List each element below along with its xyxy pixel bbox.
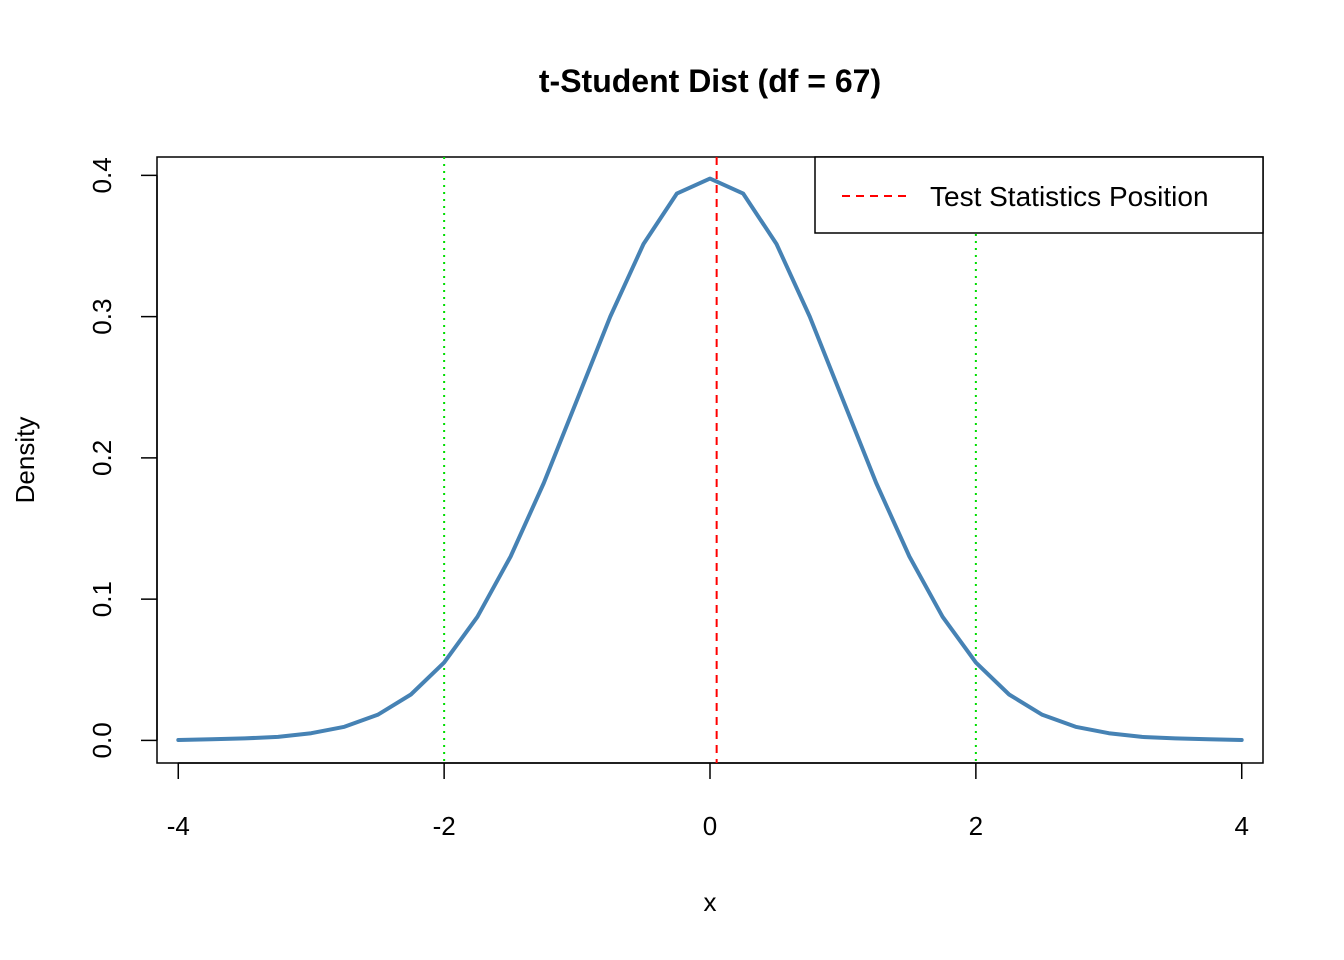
- chart-title: t-Student Dist (df = 67): [539, 63, 881, 99]
- y-tick-label: 0.4: [87, 157, 117, 193]
- x-tick-label: 0: [703, 811, 717, 841]
- y-tick-label: 0.2: [87, 440, 117, 476]
- x-axis-label: x: [704, 887, 717, 917]
- density-series: [176, 176, 1244, 742]
- y-tick-label: 0.3: [87, 299, 117, 335]
- density-curve: [176, 176, 1244, 742]
- legend: Test Statistics Position: [814, 156, 1264, 234]
- x-tick-label: -2: [433, 811, 456, 841]
- legend-label-test-statistic: Test Statistics Position: [930, 181, 1209, 212]
- reference-lines: [443, 157, 977, 763]
- y-axis: 0.0 0.1 0.2 0.3 0.4: [87, 157, 158, 758]
- x-tick-label: 2: [969, 811, 983, 841]
- y-tick-label: 0.1: [87, 581, 117, 617]
- x-axis: -4 -2 0 2 4: [167, 762, 1249, 841]
- x-tick-label: -4: [167, 811, 190, 841]
- plot-frame: [156, 156, 1264, 764]
- x-tick-label: 4: [1234, 811, 1248, 841]
- y-axis-label: Density: [10, 417, 40, 504]
- y-tick-label: 0.0: [87, 722, 117, 758]
